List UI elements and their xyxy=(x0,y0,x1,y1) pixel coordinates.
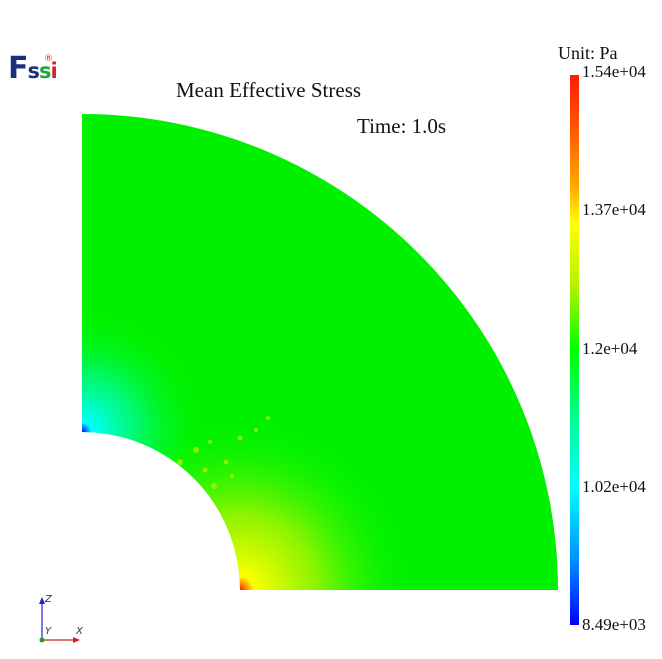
logo-letter-f: F xyxy=(8,51,28,86)
colorbar-tick-high: 1.37e+04 xyxy=(582,200,646,219)
logo-letter-s2: s xyxy=(39,59,51,83)
colorbar-tick-min: 8.49e+03 xyxy=(582,615,646,634)
registered-mark: ® xyxy=(44,54,53,64)
axis-y-label: Y xyxy=(45,626,52,637)
axes-triad-icon xyxy=(39,597,80,643)
logo-letter-i: i xyxy=(50,59,58,83)
axis-z-label: Z xyxy=(45,594,52,605)
colorbar-tick-mid: 1.2e+04 xyxy=(582,339,638,358)
time-label: Time: 1.0s xyxy=(357,114,447,138)
fssi-logo: Fssi ® xyxy=(8,52,58,90)
field-speckles xyxy=(177,416,270,489)
plot-title: Mean Effective Stress xyxy=(176,78,362,102)
unit-label: Unit: Pa xyxy=(558,43,618,63)
axis-x-label: X xyxy=(76,626,83,637)
colorbar-tick-low: 1.02e+04 xyxy=(582,477,646,496)
logo-letter-s1: s xyxy=(27,59,40,83)
colorbar-tick-max: 1.54e+04 xyxy=(582,62,646,81)
axes-triad: Z Y X xyxy=(30,590,90,650)
colorbar xyxy=(570,75,579,625)
